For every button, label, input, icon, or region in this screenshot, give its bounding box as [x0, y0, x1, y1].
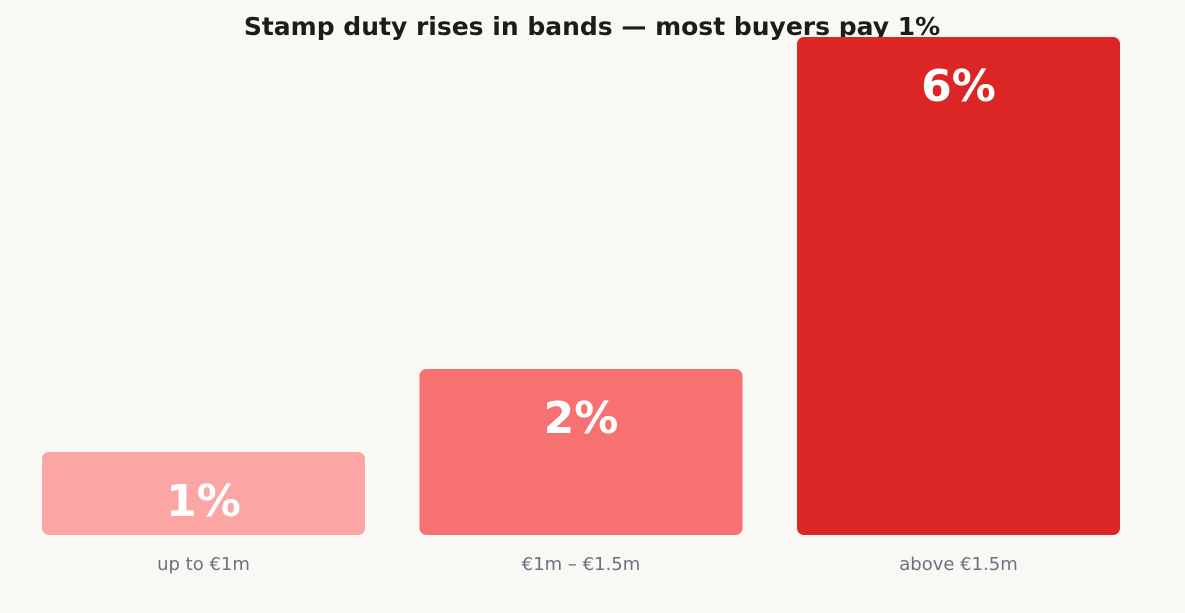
bar-2 — [419, 369, 743, 535]
category-labels-group: up to €1m €1m – €1.5m above €1.5m — [157, 554, 1018, 575]
category-label-2: €1m – €1.5m — [522, 554, 641, 575]
bar-value-label-2: 2% — [544, 393, 619, 444]
bar-3 — [797, 37, 1120, 535]
bar-value-label-1: 1% — [166, 476, 241, 527]
bar-value-label-3: 6% — [921, 61, 996, 112]
category-label-3: above €1.5m — [899, 554, 1018, 575]
bar-labels-group: 1% 2% 6% — [166, 61, 996, 527]
bar-1 — [42, 452, 365, 535]
chart-title: Stamp duty rises in bands — most buyers … — [244, 12, 940, 41]
category-label-1: up to €1m — [157, 554, 250, 575]
bars-group — [42, 37, 1120, 535]
